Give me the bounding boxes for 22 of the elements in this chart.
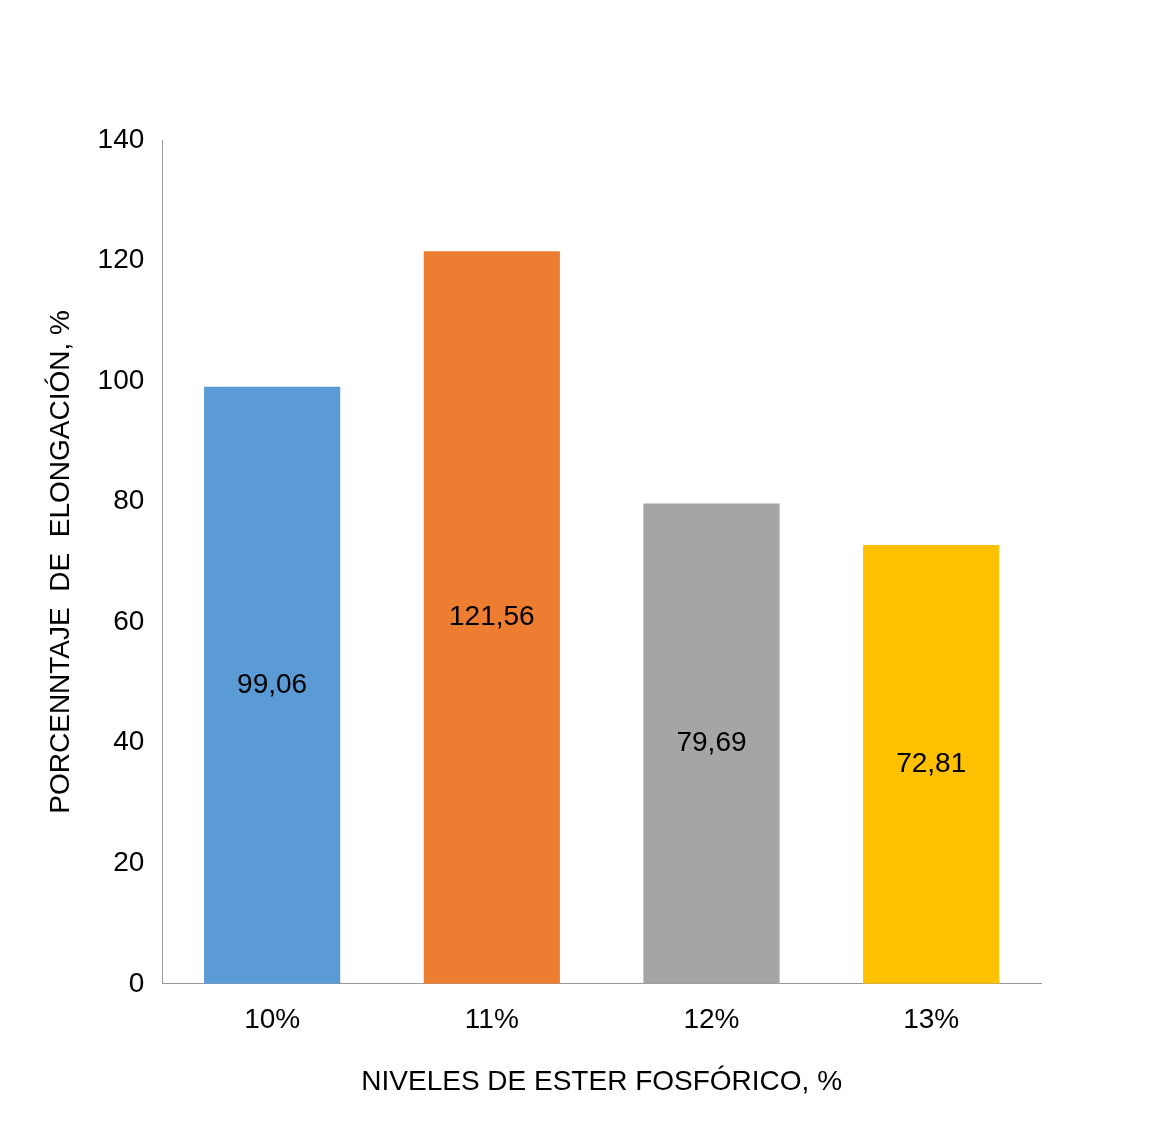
- bar: [204, 386, 341, 984]
- y-tick-label: 120: [97, 243, 145, 275]
- x-tick-label: 11%: [464, 1003, 519, 1035]
- x-axis-title: NIVELES DE ESTER FOSFÓRICO, %: [361, 1064, 843, 1096]
- data-label: 79,69: [676, 726, 747, 758]
- y-tick-label: 140: [97, 122, 145, 154]
- y-tick-label: 0: [128, 966, 145, 998]
- bar: [423, 251, 560, 984]
- data-label: 121,56: [449, 600, 535, 632]
- y-axis-title: PORCENNTAJE DE ELONGACIÓN, %: [43, 310, 75, 814]
- bar: [863, 544, 1000, 984]
- x-tick-label: 13%: [903, 1003, 960, 1035]
- y-tick-label: 80: [113, 484, 145, 516]
- x-tick-label: 10%: [244, 1003, 301, 1035]
- data-label: 99,06: [237, 667, 308, 699]
- x-tick-label: 12%: [683, 1003, 740, 1035]
- y-tick-label: 40: [113, 725, 145, 757]
- data-label: 72,81: [896, 747, 967, 779]
- y-tick-label: 20: [113, 845, 145, 877]
- bar: [643, 503, 780, 984]
- y-tick-label: 60: [113, 604, 145, 636]
- y-tick-label: 100: [97, 363, 145, 395]
